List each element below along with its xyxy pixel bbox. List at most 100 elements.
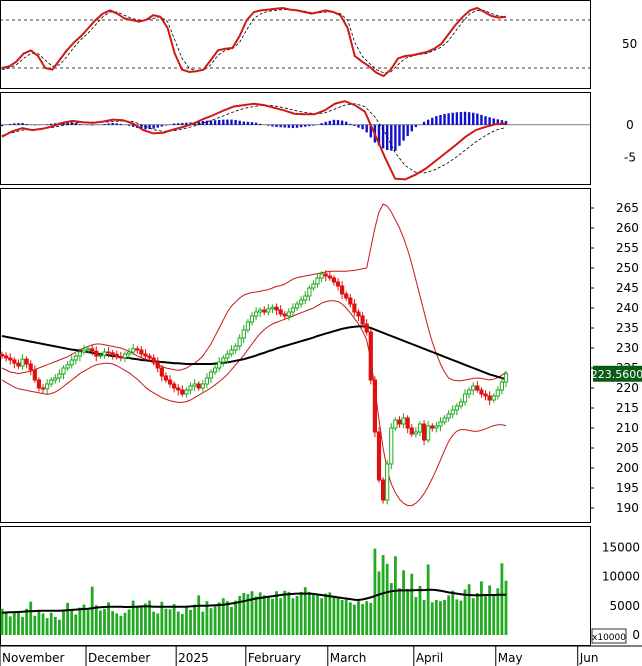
candle-up: [286, 311, 291, 317]
candle-up: [385, 463, 390, 501]
volume-tick-label-10000: 10000: [602, 570, 640, 584]
volume-bar: [463, 589, 467, 635]
volume-bar: [78, 607, 82, 635]
volume-bar: [119, 615, 123, 635]
candle-up: [53, 377, 58, 381]
candle-up: [426, 425, 431, 441]
volume-bar: [316, 594, 319, 635]
candle-down: [196, 383, 201, 389]
candle-up: [454, 405, 459, 411]
volume-bar: [74, 614, 78, 635]
candle-down: [114, 353, 119, 358]
candle-up: [495, 389, 500, 397]
candle-down: [36, 379, 42, 389]
candle-up: [200, 383, 205, 389]
volume-bar: [381, 555, 385, 635]
price-tick-label-210: 210: [616, 421, 639, 435]
candle-up: [184, 389, 189, 395]
volume-bar: [209, 608, 213, 635]
volume-bar: [8, 616, 12, 635]
volume-bar: [250, 591, 254, 635]
candle-down: [274, 306, 279, 311]
candle-up: [413, 431, 418, 435]
candle-up: [122, 353, 128, 359]
candle-down: [143, 353, 148, 357]
candle-up: [77, 351, 82, 357]
volume-bar: [443, 600, 446, 635]
volume-bar: [82, 604, 86, 635]
volume-bar: [344, 599, 348, 635]
candle-down: [90, 348, 95, 352]
candle-up: [417, 423, 423, 433]
candle-down: [380, 479, 386, 501]
volume-bar: [262, 595, 266, 635]
volume-bar: [127, 609, 131, 635]
candle-down: [155, 361, 160, 369]
candle-up: [61, 367, 66, 375]
volume-bar: [287, 591, 291, 635]
stoch-d-line: [1, 9, 507, 74]
macd-tick-label-0: 0: [626, 118, 634, 132]
candle-up: [319, 273, 324, 279]
volume-bar: [12, 611, 16, 635]
volume-bar: [434, 600, 438, 635]
volume-bar: [480, 581, 483, 635]
candle-down: [118, 356, 123, 359]
candle-up: [245, 321, 250, 331]
volume-tick-label-5000: 5000: [609, 599, 640, 613]
candle-down: [278, 309, 283, 315]
volume-panel: 0 5000 10000 15000 x10000: [0, 541, 640, 644]
volume-bar: [389, 583, 393, 635]
candle-up: [65, 364, 70, 369]
candle-up: [434, 425, 439, 429]
volume-bar: [94, 605, 98, 635]
candle-up: [438, 421, 443, 427]
price-panel-frame: [0, 188, 591, 523]
volume-bar: [25, 608, 29, 635]
volume-bar: [217, 602, 221, 635]
candle-down: [40, 387, 46, 390]
upper-band-line: [1, 203, 507, 382]
candle-down: [262, 309, 267, 313]
volume-bar: [176, 611, 180, 635]
price-tick-label-215: 215: [616, 401, 639, 415]
candle-up: [499, 381, 505, 391]
volume-bar: [193, 604, 197, 635]
price-tick-label-255: 255: [616, 241, 639, 255]
candle-up: [311, 283, 316, 289]
candle-up: [393, 419, 398, 429]
volume-bar: [160, 601, 164, 635]
volume-bar: [230, 607, 233, 635]
panel-borders: [0, 0, 642, 647]
candle-down: [139, 349, 144, 355]
volume-bar: [299, 591, 303, 635]
volume-tick-label-15000: 15000: [602, 541, 640, 555]
candle-up: [126, 351, 132, 355]
price-tick-label-240: 240: [616, 301, 639, 315]
candle-down: [331, 277, 337, 283]
month-label-march: March: [330, 651, 367, 665]
volume-bar: [414, 597, 418, 635]
volume-bar: [70, 609, 74, 635]
candle-up: [491, 395, 496, 401]
candle-down: [151, 357, 156, 363]
volume-bar: [348, 602, 352, 635]
volume-bar: [455, 599, 459, 635]
candle-down: [421, 423, 427, 441]
candle-up: [20, 358, 25, 367]
candle-up: [204, 377, 210, 385]
volume-bar: [234, 600, 237, 635]
candle-up: [233, 345, 238, 351]
volume-bar: [131, 600, 135, 635]
price-tick-label-220: 220: [616, 381, 639, 395]
candle-down: [479, 389, 484, 395]
volume-bar: [246, 594, 250, 635]
candle-up: [401, 417, 406, 425]
candle-up: [45, 383, 50, 390]
volume-bar: [156, 613, 160, 635]
volume-bar: [320, 598, 324, 635]
candle-down: [364, 323, 369, 333]
volume-bar: [205, 601, 209, 635]
candle-up: [188, 385, 193, 391]
